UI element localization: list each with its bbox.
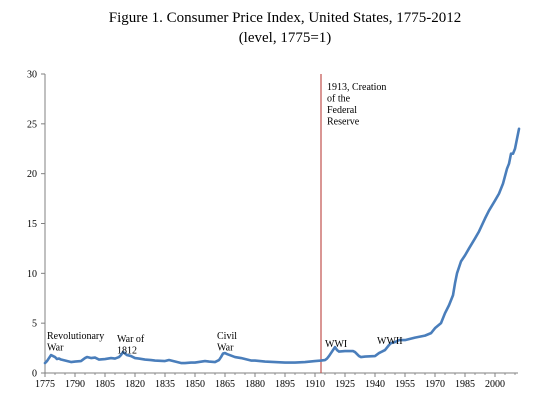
x-tick-label: 1790 bbox=[65, 379, 85, 390]
x-tick-label: 1775 bbox=[35, 379, 55, 390]
x-tick-labels: 1775 1790 1805 1820 1835 1850 1865 1880 1895 1910… bbox=[35, 373, 516, 390]
x-tick-label: 1805 bbox=[95, 379, 115, 390]
y-tick-label: 10 bbox=[27, 269, 37, 280]
federal-reserve-label: Reserve bbox=[327, 117, 360, 128]
war-annotation-label: Civil bbox=[217, 331, 237, 342]
x-tick-label: 1850 bbox=[185, 379, 205, 390]
cpi-series-line bbox=[43, 127, 521, 365]
chart-subtitle: (level, 1775=1) bbox=[239, 30, 332, 46]
war-annotation-label: War bbox=[217, 343, 234, 354]
x-tick-label: 1865 bbox=[215, 379, 235, 390]
y-tick-label: 5 bbox=[32, 319, 37, 330]
y-tick-label: 25 bbox=[27, 119, 37, 130]
y-tick-label: 15 bbox=[27, 219, 37, 230]
federal-reserve-label: 1913, Creation bbox=[327, 82, 386, 93]
series-group bbox=[43, 127, 521, 365]
war-annotation-label: War of bbox=[117, 334, 145, 345]
x-tick-label: 1955 bbox=[395, 379, 415, 390]
federal-reserve-label: of the bbox=[327, 94, 351, 105]
y-tick-labels: 0 5 10 15 20 25 30 bbox=[27, 70, 45, 380]
x-tick-label: 2000 bbox=[485, 379, 505, 390]
x-tick-label: 1970 bbox=[425, 379, 445, 390]
war-annotation-label: WWII bbox=[377, 336, 403, 347]
x-tick-label: 1925 bbox=[335, 379, 355, 390]
x-tick-label: 1940 bbox=[365, 379, 385, 390]
x-tick-label: 1985 bbox=[455, 379, 475, 390]
chart-title: Figure 1. Consumer Price Index, United S… bbox=[109, 10, 461, 26]
x-tick-label: 1835 bbox=[155, 379, 175, 390]
war-annotation-label: WWI bbox=[325, 339, 347, 350]
x-tick-label: 1895 bbox=[275, 379, 295, 390]
federal-reserve-label: Federal bbox=[327, 105, 357, 116]
war-annotation-label: 1812 bbox=[117, 346, 137, 357]
y-tick-label: 30 bbox=[27, 70, 37, 81]
war-annotation-label: Revolutionary bbox=[47, 331, 104, 342]
war-annotation-label: War bbox=[47, 343, 64, 354]
x-tick-label: 1880 bbox=[245, 379, 265, 390]
y-tick-label: 20 bbox=[27, 169, 37, 180]
axes bbox=[44, 74, 518, 374]
x-tick-label: 1820 bbox=[125, 379, 145, 390]
x-tick-label: 1910 bbox=[305, 379, 325, 390]
y-tick-label: 0 bbox=[32, 369, 37, 380]
